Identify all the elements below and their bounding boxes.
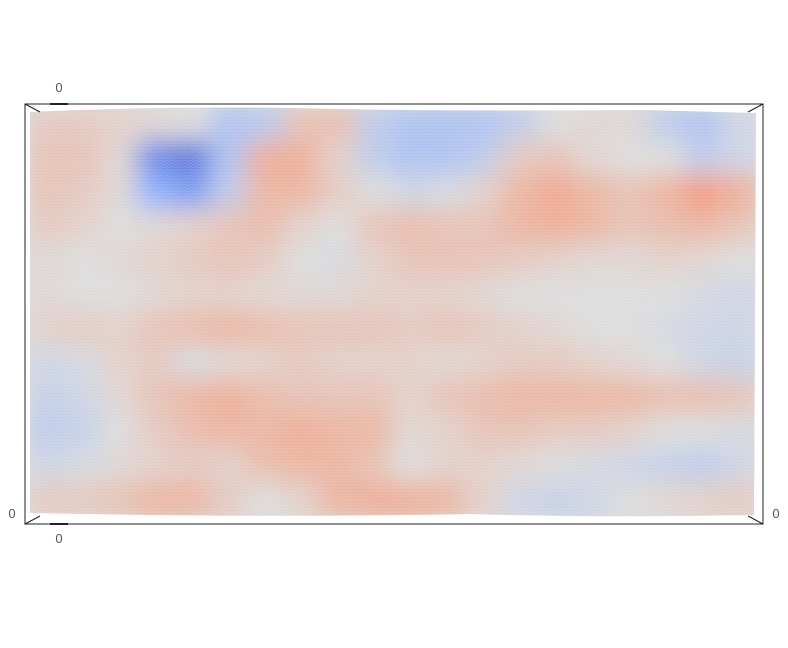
- tick-label-right: 0: [772, 506, 779, 521]
- box-corner-tr: [747, 103, 764, 113]
- bounding-box: [24, 103, 764, 525]
- tick-label-bottom: 0: [55, 531, 62, 546]
- surface-area: [30, 107, 756, 517]
- box-corner-bl: [24, 515, 41, 525]
- tick-label-left: 0: [8, 506, 15, 521]
- surface-texture: [30, 107, 756, 517]
- box-corner-tl: [24, 103, 41, 113]
- box-frame: [24, 103, 764, 525]
- tick-label-top: 0: [55, 80, 62, 95]
- box-corner-br: [747, 515, 764, 525]
